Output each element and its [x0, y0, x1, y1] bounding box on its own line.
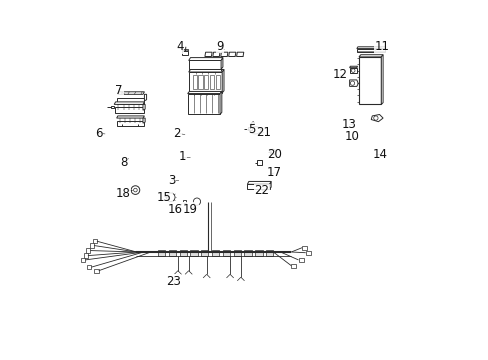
- Polygon shape: [83, 253, 88, 258]
- Text: 9: 9: [216, 40, 224, 53]
- Text: 4: 4: [176, 40, 183, 53]
- Text: 15: 15: [157, 191, 172, 204]
- Polygon shape: [233, 250, 241, 256]
- Polygon shape: [236, 52, 244, 57]
- Polygon shape: [168, 250, 176, 256]
- Text: 2: 2: [173, 127, 181, 140]
- Polygon shape: [81, 258, 85, 262]
- Polygon shape: [204, 52, 212, 57]
- Polygon shape: [220, 52, 227, 57]
- Polygon shape: [144, 94, 146, 101]
- Polygon shape: [291, 264, 296, 268]
- Bar: [192, 75, 197, 89]
- Text: 20: 20: [266, 148, 281, 161]
- Polygon shape: [356, 47, 385, 49]
- Polygon shape: [111, 106, 114, 108]
- Polygon shape: [94, 269, 99, 273]
- Polygon shape: [220, 91, 222, 114]
- Polygon shape: [223, 250, 230, 256]
- Text: 1: 1: [179, 150, 186, 163]
- Text: 17: 17: [266, 166, 281, 179]
- Polygon shape: [305, 251, 310, 255]
- Polygon shape: [244, 250, 251, 256]
- Polygon shape: [190, 250, 197, 256]
- Polygon shape: [302, 246, 306, 250]
- Polygon shape: [358, 57, 381, 104]
- Polygon shape: [298, 258, 303, 262]
- Polygon shape: [92, 239, 97, 243]
- Polygon shape: [117, 116, 144, 118]
- Bar: [204, 75, 208, 89]
- Polygon shape: [247, 127, 251, 130]
- Polygon shape: [349, 68, 356, 73]
- Text: 14: 14: [372, 148, 387, 161]
- Polygon shape: [118, 92, 144, 94]
- Polygon shape: [349, 80, 358, 86]
- Polygon shape: [358, 55, 382, 57]
- Text: 16: 16: [167, 203, 183, 216]
- Polygon shape: [221, 58, 223, 69]
- Text: 23: 23: [165, 275, 180, 288]
- Text: 3: 3: [168, 174, 175, 186]
- Bar: [215, 75, 220, 89]
- Polygon shape: [349, 66, 357, 68]
- Bar: [115, 107, 143, 113]
- Polygon shape: [187, 91, 222, 94]
- Polygon shape: [183, 200, 185, 203]
- Polygon shape: [201, 250, 208, 256]
- Polygon shape: [179, 250, 186, 256]
- Polygon shape: [255, 250, 262, 256]
- Polygon shape: [381, 55, 382, 104]
- Text: 22: 22: [254, 184, 269, 197]
- Polygon shape: [212, 250, 219, 256]
- Text: 19: 19: [183, 203, 198, 216]
- Polygon shape: [142, 104, 145, 110]
- Text: 6: 6: [95, 127, 102, 140]
- Polygon shape: [228, 52, 235, 57]
- Text: 10: 10: [345, 130, 359, 143]
- Polygon shape: [370, 114, 382, 122]
- Bar: [117, 121, 143, 126]
- Polygon shape: [188, 69, 224, 72]
- Polygon shape: [269, 181, 270, 189]
- Text: 18: 18: [116, 187, 130, 200]
- Polygon shape: [265, 250, 273, 256]
- Polygon shape: [89, 243, 94, 248]
- Text: 7: 7: [115, 84, 122, 97]
- Polygon shape: [158, 250, 165, 256]
- Polygon shape: [114, 102, 144, 104]
- Polygon shape: [356, 49, 384, 52]
- Text: 8: 8: [120, 156, 127, 169]
- Text: 12: 12: [332, 68, 346, 81]
- Polygon shape: [188, 60, 221, 69]
- Bar: [117, 98, 143, 104]
- Polygon shape: [182, 51, 187, 55]
- Polygon shape: [142, 118, 145, 123]
- Polygon shape: [257, 160, 261, 165]
- Bar: [198, 75, 203, 89]
- Polygon shape: [250, 122, 254, 125]
- Polygon shape: [188, 58, 223, 60]
- Polygon shape: [247, 181, 270, 184]
- Polygon shape: [187, 94, 220, 114]
- Text: 11: 11: [374, 40, 389, 53]
- Bar: [209, 75, 214, 89]
- Polygon shape: [86, 248, 90, 253]
- Polygon shape: [182, 50, 188, 51]
- Polygon shape: [212, 52, 220, 57]
- Polygon shape: [222, 69, 224, 93]
- Polygon shape: [247, 184, 269, 189]
- Text: 5: 5: [247, 123, 255, 136]
- Polygon shape: [188, 72, 222, 93]
- Text: 13: 13: [341, 118, 356, 131]
- Text: 21: 21: [256, 126, 271, 139]
- Polygon shape: [270, 149, 276, 154]
- Polygon shape: [87, 265, 91, 269]
